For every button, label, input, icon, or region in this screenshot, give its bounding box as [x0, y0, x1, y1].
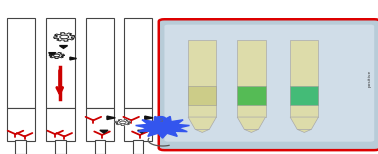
Circle shape — [120, 121, 126, 124]
Bar — [133, 140, 143, 154]
Polygon shape — [188, 117, 216, 129]
Polygon shape — [59, 46, 68, 48]
Bar — [86, 18, 114, 108]
Bar — [86, 108, 114, 141]
FancyBboxPatch shape — [159, 19, 378, 150]
Polygon shape — [159, 122, 187, 148]
Bar — [188, 40, 216, 117]
Circle shape — [54, 54, 60, 57]
Circle shape — [156, 117, 166, 121]
Polygon shape — [297, 129, 311, 132]
Text: S: S — [160, 118, 163, 123]
Bar — [6, 18, 35, 108]
Text: positive: positive — [368, 70, 372, 87]
Polygon shape — [70, 57, 77, 60]
Polygon shape — [138, 130, 146, 133]
Polygon shape — [237, 117, 265, 129]
Bar — [46, 18, 74, 108]
Bar — [290, 40, 318, 117]
Polygon shape — [48, 53, 56, 55]
Circle shape — [60, 35, 69, 39]
Bar — [95, 140, 105, 154]
Bar — [6, 108, 35, 141]
Bar — [46, 108, 74, 141]
Bar — [124, 108, 152, 141]
Polygon shape — [244, 129, 259, 132]
Polygon shape — [195, 129, 209, 132]
FancyBboxPatch shape — [164, 25, 374, 142]
Bar — [55, 140, 66, 154]
Polygon shape — [290, 117, 318, 129]
Polygon shape — [100, 130, 108, 133]
Polygon shape — [54, 33, 75, 41]
Polygon shape — [49, 53, 64, 59]
Bar — [124, 18, 152, 108]
Polygon shape — [145, 116, 153, 120]
Bar — [290, 86, 318, 105]
Bar — [15, 140, 26, 154]
Bar — [237, 40, 265, 117]
Bar — [237, 86, 265, 105]
Polygon shape — [115, 120, 130, 126]
Polygon shape — [136, 116, 189, 138]
Polygon shape — [107, 116, 115, 120]
Bar — [188, 86, 216, 105]
